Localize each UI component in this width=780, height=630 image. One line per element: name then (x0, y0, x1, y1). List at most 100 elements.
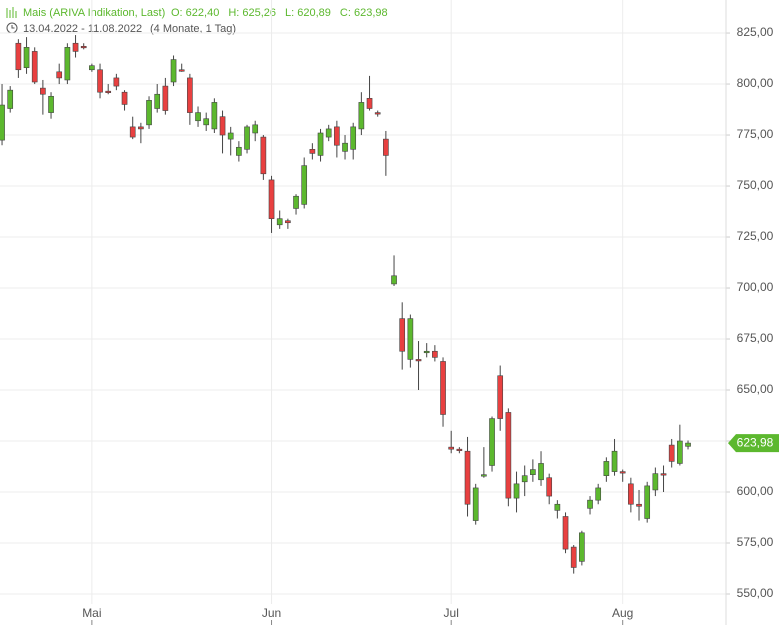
candle-body (546, 477, 553, 497)
candle-body (276, 218, 283, 226)
candle-body (15, 42, 22, 71)
y-tick-label: 650,00 (737, 382, 774, 396)
candle-body (432, 350, 438, 358)
candle-body (31, 51, 38, 83)
candle-body (407, 318, 414, 360)
candle-body (595, 487, 602, 501)
last-price-label: 623,98 (737, 435, 774, 449)
candle-body (611, 450, 618, 472)
candle-body (56, 71, 63, 79)
candle-body (219, 116, 226, 136)
candle-body (260, 136, 267, 175)
candle-body (677, 440, 683, 464)
y-tick-label: 675,00 (737, 331, 774, 345)
candle-body (570, 546, 577, 568)
chart-title: Mais (ARIVA Indikation, Last) (23, 7, 165, 19)
candle-body (227, 132, 234, 140)
candle-body (415, 359, 422, 362)
header: Mais (ARIVA Indikation, Last) O: 622,40 H… (6, 7, 388, 35)
y-tick-label: 800,00 (737, 76, 774, 90)
candle-body (293, 195, 299, 209)
candle-body (448, 446, 455, 450)
candle-body (113, 77, 120, 87)
candle-body (513, 483, 520, 499)
y-tick-label: 825,00 (737, 25, 774, 39)
candle-body (244, 126, 250, 150)
x-tick-label: Aug (612, 606, 633, 620)
candle-body (587, 499, 593, 509)
candle-body (0, 104, 5, 141)
candle-body (374, 112, 381, 115)
candle-body (489, 418, 495, 466)
period: (4 Monate, 1 Tag) (150, 23, 236, 35)
y-tick-label: 575,00 (737, 535, 774, 549)
candle-body (48, 95, 54, 113)
candle-body (538, 463, 544, 481)
quote-label: O: 622,40 (171, 7, 219, 19)
candle-body (105, 90, 112, 93)
candle-body (628, 483, 634, 505)
candle-body (7, 89, 14, 109)
chart-icon (6, 7, 17, 18)
candle-body (23, 47, 30, 69)
candle-body (423, 350, 430, 354)
y-tick-label: 775,00 (737, 127, 774, 141)
quote-label: H: 625,26 (228, 7, 276, 19)
date-range: 13.04.2022 - 11.08.2022 (23, 23, 142, 35)
candle-body (129, 126, 136, 138)
y-tick-label: 750,00 (737, 178, 774, 192)
y-tick-label: 600,00 (737, 484, 774, 498)
candle-body (554, 503, 561, 511)
candle-body (472, 487, 479, 521)
candle-body (170, 59, 177, 83)
candle-body (521, 475, 528, 483)
candle-body (252, 124, 259, 134)
quote-label: C: 623,98 (340, 7, 388, 19)
candle-body (203, 118, 210, 126)
quote-label: L: 620,89 (285, 7, 331, 19)
y-tick-label: 725,00 (737, 229, 774, 243)
candle-body (40, 87, 46, 95)
candle-body (211, 102, 218, 130)
candle-body (636, 503, 642, 507)
candle-body (285, 220, 291, 224)
candle-body (342, 142, 348, 152)
clock-hands (11, 25, 15, 29)
candle-body (652, 473, 659, 491)
candle-body (301, 165, 308, 205)
candle-body (383, 138, 389, 156)
candle-body (366, 98, 373, 109)
candle-body (530, 469, 536, 475)
candle-body (97, 69, 103, 93)
candle-body (562, 516, 569, 550)
candle-body (121, 91, 128, 105)
candle-body (685, 442, 691, 447)
candle-body (162, 85, 169, 111)
candle-body (146, 100, 152, 126)
candle-body (72, 42, 79, 52)
candle-body (268, 179, 275, 219)
candle-body (80, 46, 87, 49)
last-price-marker (728, 434, 779, 453)
candle-body (309, 149, 316, 154)
candle-body (89, 65, 95, 71)
y-tick-label: 700,00 (737, 280, 774, 294)
candle-body (195, 112, 201, 122)
candle-body (317, 132, 324, 156)
candle-body (138, 126, 144, 130)
candle-body (579, 532, 585, 562)
candle-body (464, 450, 471, 505)
candle-body (619, 471, 626, 474)
candle-body (391, 275, 397, 285)
candle-body (644, 485, 651, 519)
candle-body (440, 361, 446, 415)
x-tick-label: Mai (82, 606, 101, 620)
candle-body (334, 126, 340, 146)
candle-body (350, 126, 357, 150)
candle-body (64, 47, 71, 81)
candle-body (154, 93, 161, 109)
candle-body (505, 412, 512, 499)
candle-body (236, 146, 242, 156)
candle-body (178, 69, 185, 72)
